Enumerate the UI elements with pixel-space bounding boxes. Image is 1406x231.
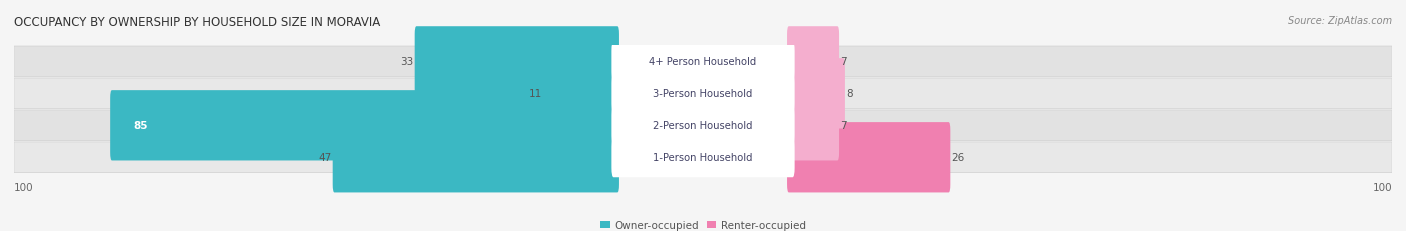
FancyBboxPatch shape [612, 42, 794, 82]
FancyBboxPatch shape [787, 91, 839, 161]
FancyBboxPatch shape [787, 59, 845, 129]
Text: Source: ZipAtlas.com: Source: ZipAtlas.com [1288, 16, 1392, 26]
Text: 7: 7 [841, 57, 846, 67]
Text: 47: 47 [318, 153, 332, 163]
FancyBboxPatch shape [14, 142, 1392, 173]
Text: 8: 8 [846, 89, 853, 99]
Text: 1-Person Household: 1-Person Household [654, 153, 752, 163]
Text: 7: 7 [841, 121, 846, 131]
Text: 100: 100 [14, 182, 34, 192]
FancyBboxPatch shape [14, 79, 1392, 109]
Text: 4+ Person Household: 4+ Person Household [650, 57, 756, 67]
Text: 85: 85 [134, 121, 148, 131]
FancyBboxPatch shape [787, 123, 950, 193]
FancyBboxPatch shape [14, 110, 1392, 141]
FancyBboxPatch shape [612, 138, 794, 177]
FancyBboxPatch shape [544, 59, 619, 129]
Legend: Owner-occupied, Renter-occupied: Owner-occupied, Renter-occupied [596, 216, 810, 231]
Text: 3-Person Household: 3-Person Household [654, 89, 752, 99]
FancyBboxPatch shape [787, 27, 839, 97]
FancyBboxPatch shape [415, 27, 619, 97]
Text: 100: 100 [1372, 182, 1392, 192]
FancyBboxPatch shape [333, 123, 619, 193]
FancyBboxPatch shape [14, 47, 1392, 77]
FancyBboxPatch shape [612, 106, 794, 146]
Text: 26: 26 [952, 153, 965, 163]
Text: 2-Person Household: 2-Person Household [654, 121, 752, 131]
Text: 33: 33 [401, 57, 413, 67]
Text: 11: 11 [529, 89, 543, 99]
Text: OCCUPANCY BY OWNERSHIP BY HOUSEHOLD SIZE IN MORAVIA: OCCUPANCY BY OWNERSHIP BY HOUSEHOLD SIZE… [14, 16, 380, 29]
FancyBboxPatch shape [110, 91, 619, 161]
FancyBboxPatch shape [612, 74, 794, 114]
